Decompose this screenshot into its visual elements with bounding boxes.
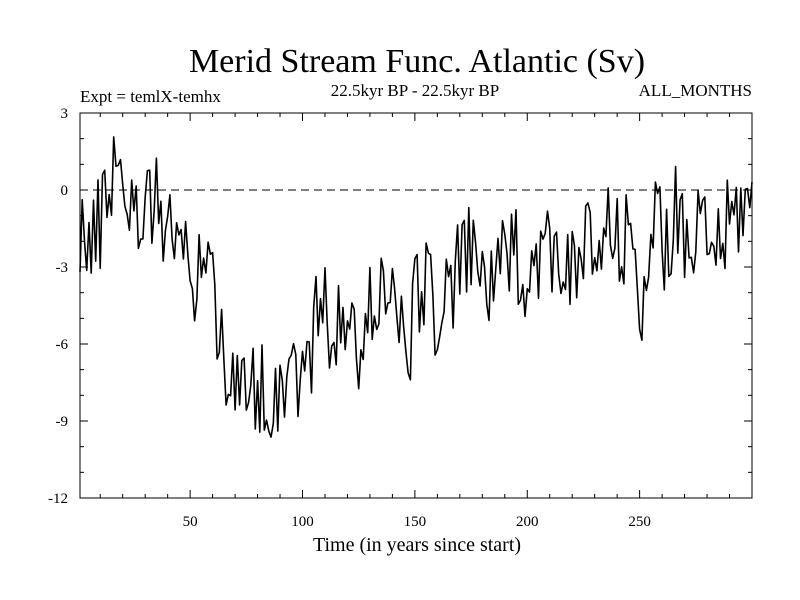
months-label: ALL_MONTHS bbox=[639, 81, 752, 100]
x-tick-label: 250 bbox=[628, 514, 651, 530]
x-tick-label: 150 bbox=[404, 514, 427, 530]
y-tick-label: 3 bbox=[61, 106, 69, 122]
series-line bbox=[79, 136, 753, 438]
period-label: 22.5kyr BP - 22.5kyr BP bbox=[331, 81, 499, 100]
plot-frame bbox=[79, 112, 753, 499]
y-axis: 3 0 -3 -6 -9 -12 bbox=[48, 106, 752, 507]
experiment-label: Expt = temlX-temhx bbox=[80, 87, 221, 106]
y-tick-label: -6 bbox=[56, 337, 69, 353]
x-axis-title: Time (in years since start) bbox=[313, 534, 521, 556]
x-axis: 50 100 150 200 250 bbox=[99, 113, 731, 530]
chart-title: Merid Stream Func. Atlantic (Sv) bbox=[189, 43, 645, 80]
y-tick-label: 0 bbox=[61, 183, 69, 199]
x-tick-label: 200 bbox=[516, 514, 539, 530]
x-tick-label: 100 bbox=[291, 514, 314, 530]
x-tick-label: 50 bbox=[183, 514, 198, 530]
y-tick-label: -3 bbox=[56, 260, 69, 276]
y-tick-label: -12 bbox=[48, 491, 68, 507]
y-tick-label: -9 bbox=[56, 414, 69, 430]
